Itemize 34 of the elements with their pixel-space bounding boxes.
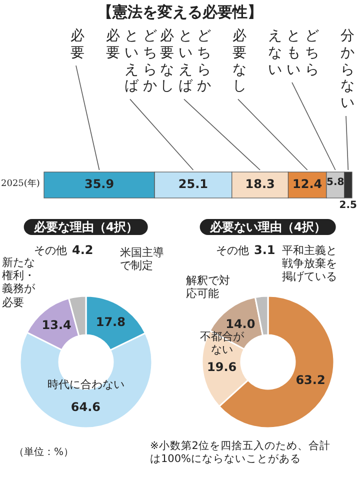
text: どちらともいえない <box>268 28 319 78</box>
text: どちらかといえば必要なし <box>160 28 211 94</box>
data-label: 19.6 <box>207 360 237 374</box>
data-label: 17.8 <box>96 314 126 329</box>
chart-title: 【憲法を変える必要性】 <box>96 3 264 21</box>
slice-label: その他 <box>34 244 67 258</box>
slice-label: その他 <box>216 244 249 258</box>
data-label: 35.9 <box>84 177 114 192</box>
data-label: 3.1 <box>254 243 276 258</box>
chart-title: 必要な理由（4択） <box>24 219 148 236</box>
data-label: 18.3 <box>245 177 275 192</box>
data-label: 63.2 <box>296 372 326 388</box>
text: 必要なし <box>232 28 248 96</box>
text: 分からない <box>340 28 356 112</box>
data-label: 64.6 <box>70 400 101 415</box>
data-label: 25.1 <box>178 177 208 192</box>
y-tick-label: 2025(年) <box>1 179 40 190</box>
text: 必要 <box>70 28 86 62</box>
chart-title: 必要ない理由（4択） <box>200 219 336 236</box>
slice-label: 新たな権利・義務が必要 <box>2 256 36 309</box>
data-label: 13.4 <box>42 318 72 332</box>
data-label: 5.8 <box>326 177 344 189</box>
slice-label: 不都合がない <box>200 330 244 356</box>
slice-label: 解釈で対応可能 <box>186 274 230 300</box>
data-label: 4.2 <box>72 243 94 258</box>
text: どちらかといえば必要 <box>106 28 157 94</box>
slice-label: 米国主導で制定 <box>120 246 164 272</box>
data-label: 2.5 <box>339 200 357 212</box>
data-label: 14.0 <box>226 316 256 331</box>
slice-label: 時代に合わない <box>46 378 126 392</box>
data-label: 12.4 <box>292 177 322 192</box>
slice-label: 平和主義と戦争放棄を掲げている <box>282 244 337 284</box>
text: （単位：%） <box>14 447 74 459</box>
text: ※小数第2位を四捨五入のため、合計は100%にならないことがある <box>150 440 332 466</box>
